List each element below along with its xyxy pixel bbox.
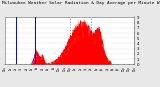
Text: Milwaukee Weather Solar Radiation & Day Average per Minute W/m² (Today): Milwaukee Weather Solar Radiation & Day … bbox=[2, 1, 160, 5]
